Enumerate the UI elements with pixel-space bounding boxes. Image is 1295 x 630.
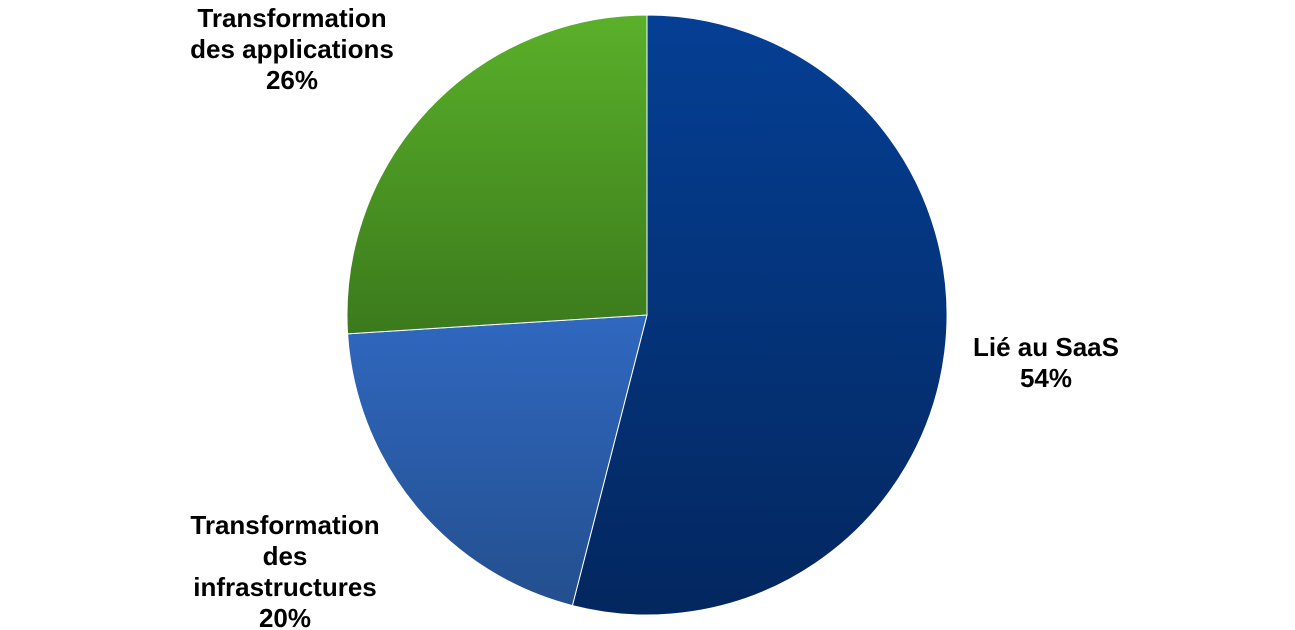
pie-slices [346,14,948,616]
pie-slice-1 [571,14,948,616]
slice-percent-label: 54% [1020,363,1072,393]
pie-slice-2 [347,314,648,607]
slice-category-label: Transformation [190,510,379,540]
slice-label-3: Transformation des applications 26% [190,3,394,95]
slice-category-label: Lié au SaaS [973,332,1119,362]
slice-percent-label: 20% [259,603,311,630]
slice-percent-label: 26% [266,65,318,95]
slice-labels: Lié au SaaS 54%Transformation des infrastru… [190,3,1119,630]
slice-category-label: Transformation [197,3,386,33]
slice-category-label: infrastructures [193,572,377,602]
slice-label-1: Lié au SaaS 54% [973,332,1119,393]
slice-label-2: Transformation des infrastructures 20% [190,510,379,630]
slice-category-label: des [263,541,308,571]
pie-slice-3 [346,14,648,335]
slice-category-label: des applications [190,34,394,64]
